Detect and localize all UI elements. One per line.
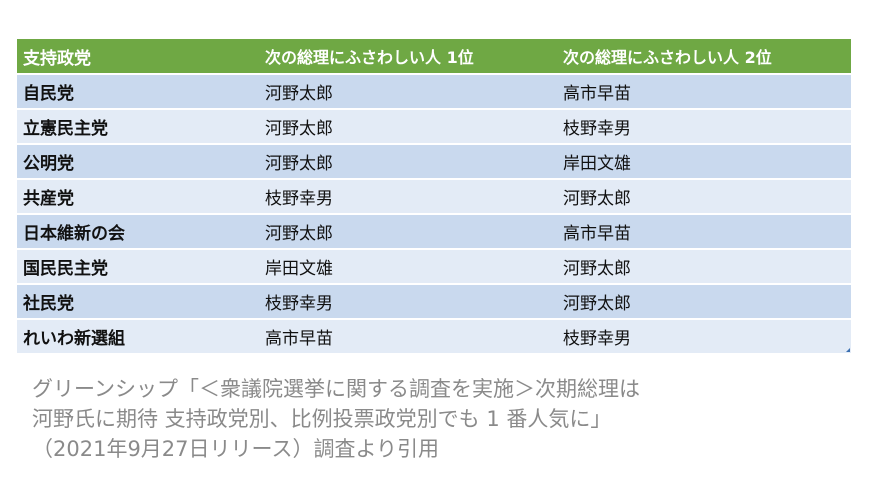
party-cell: 国民民主党: [17, 250, 257, 285]
source-caption: グリーンシップ「＜衆議院選挙に関する調査を実施＞次期総理は 河野氏に期待 支持政…: [32, 374, 852, 464]
header-first-choice: 次の総理にふさわしい人 1位: [257, 39, 555, 75]
caption-line: （2021年9月27日リリース）調査より引用: [32, 437, 440, 461]
party-cell: 公明党: [17, 145, 257, 180]
header-party: 支持政党: [17, 39, 257, 75]
table-row: 国民民主党 岸田文雄 河野太郎: [17, 250, 851, 285]
table-row: 社民党 枝野幸男 河野太郎: [17, 285, 851, 320]
header-second-choice: 次の総理にふさわしい人 2位: [555, 39, 851, 75]
first-choice-cell: 枝野幸男: [257, 180, 555, 215]
table-row: 公明党 河野太郎 岸田文雄: [17, 145, 851, 180]
table-header-row: 支持政党 次の総理にふさわしい人 1位 次の総理にふさわしい人 2位: [17, 39, 851, 75]
party-cell: れいわ新選組: [17, 320, 257, 355]
first-choice-cell: 河野太郎: [257, 215, 555, 250]
table-row: れいわ新選組 高市早苗 枝野幸男: [17, 320, 851, 355]
resize-handle-icon: [846, 348, 850, 352]
ranking-table: 支持政党 次の総理にふさわしい人 1位 次の総理にふさわしい人 2位 自民党 河…: [17, 39, 851, 355]
party-cell: 社民党: [17, 285, 257, 320]
first-choice-cell: 高市早苗: [257, 320, 555, 355]
caption-line: グリーンシップ「＜衆議院選挙に関する調査を実施＞次期総理は: [32, 377, 640, 401]
second-choice-cell: 高市早苗: [555, 215, 851, 250]
caption-line: 河野氏に期待 支持政党別、比例投票政党別でも 1 番人気に」: [32, 407, 612, 431]
second-choice-cell: 岸田文雄: [555, 145, 851, 180]
second-choice-cell: 枝野幸男: [555, 320, 851, 355]
first-choice-cell: 枝野幸男: [257, 285, 555, 320]
party-cell: 自民党: [17, 75, 257, 110]
second-choice-cell: 枝野幸男: [555, 110, 851, 145]
second-choice-cell: 河野太郎: [555, 250, 851, 285]
table-row: 自民党 河野太郎 高市早苗: [17, 75, 851, 110]
ranking-table-container: 支持政党 次の総理にふさわしい人 1位 次の総理にふさわしい人 2位 自民党 河…: [17, 39, 851, 355]
first-choice-cell: 河野太郎: [257, 75, 555, 110]
party-cell: 共産党: [17, 180, 257, 215]
table-row: 立憲民主党 河野太郎 枝野幸男: [17, 110, 851, 145]
table-row: 日本維新の会 河野太郎 高市早苗: [17, 215, 851, 250]
first-choice-cell: 岸田文雄: [257, 250, 555, 285]
party-cell: 日本維新の会: [17, 215, 257, 250]
party-cell: 立憲民主党: [17, 110, 257, 145]
second-choice-cell: 高市早苗: [555, 75, 851, 110]
table-row: 共産党 枝野幸男 河野太郎: [17, 180, 851, 215]
second-choice-cell: 河野太郎: [555, 285, 851, 320]
first-choice-cell: 河野太郎: [257, 145, 555, 180]
second-choice-cell: 河野太郎: [555, 180, 851, 215]
first-choice-cell: 河野太郎: [257, 110, 555, 145]
